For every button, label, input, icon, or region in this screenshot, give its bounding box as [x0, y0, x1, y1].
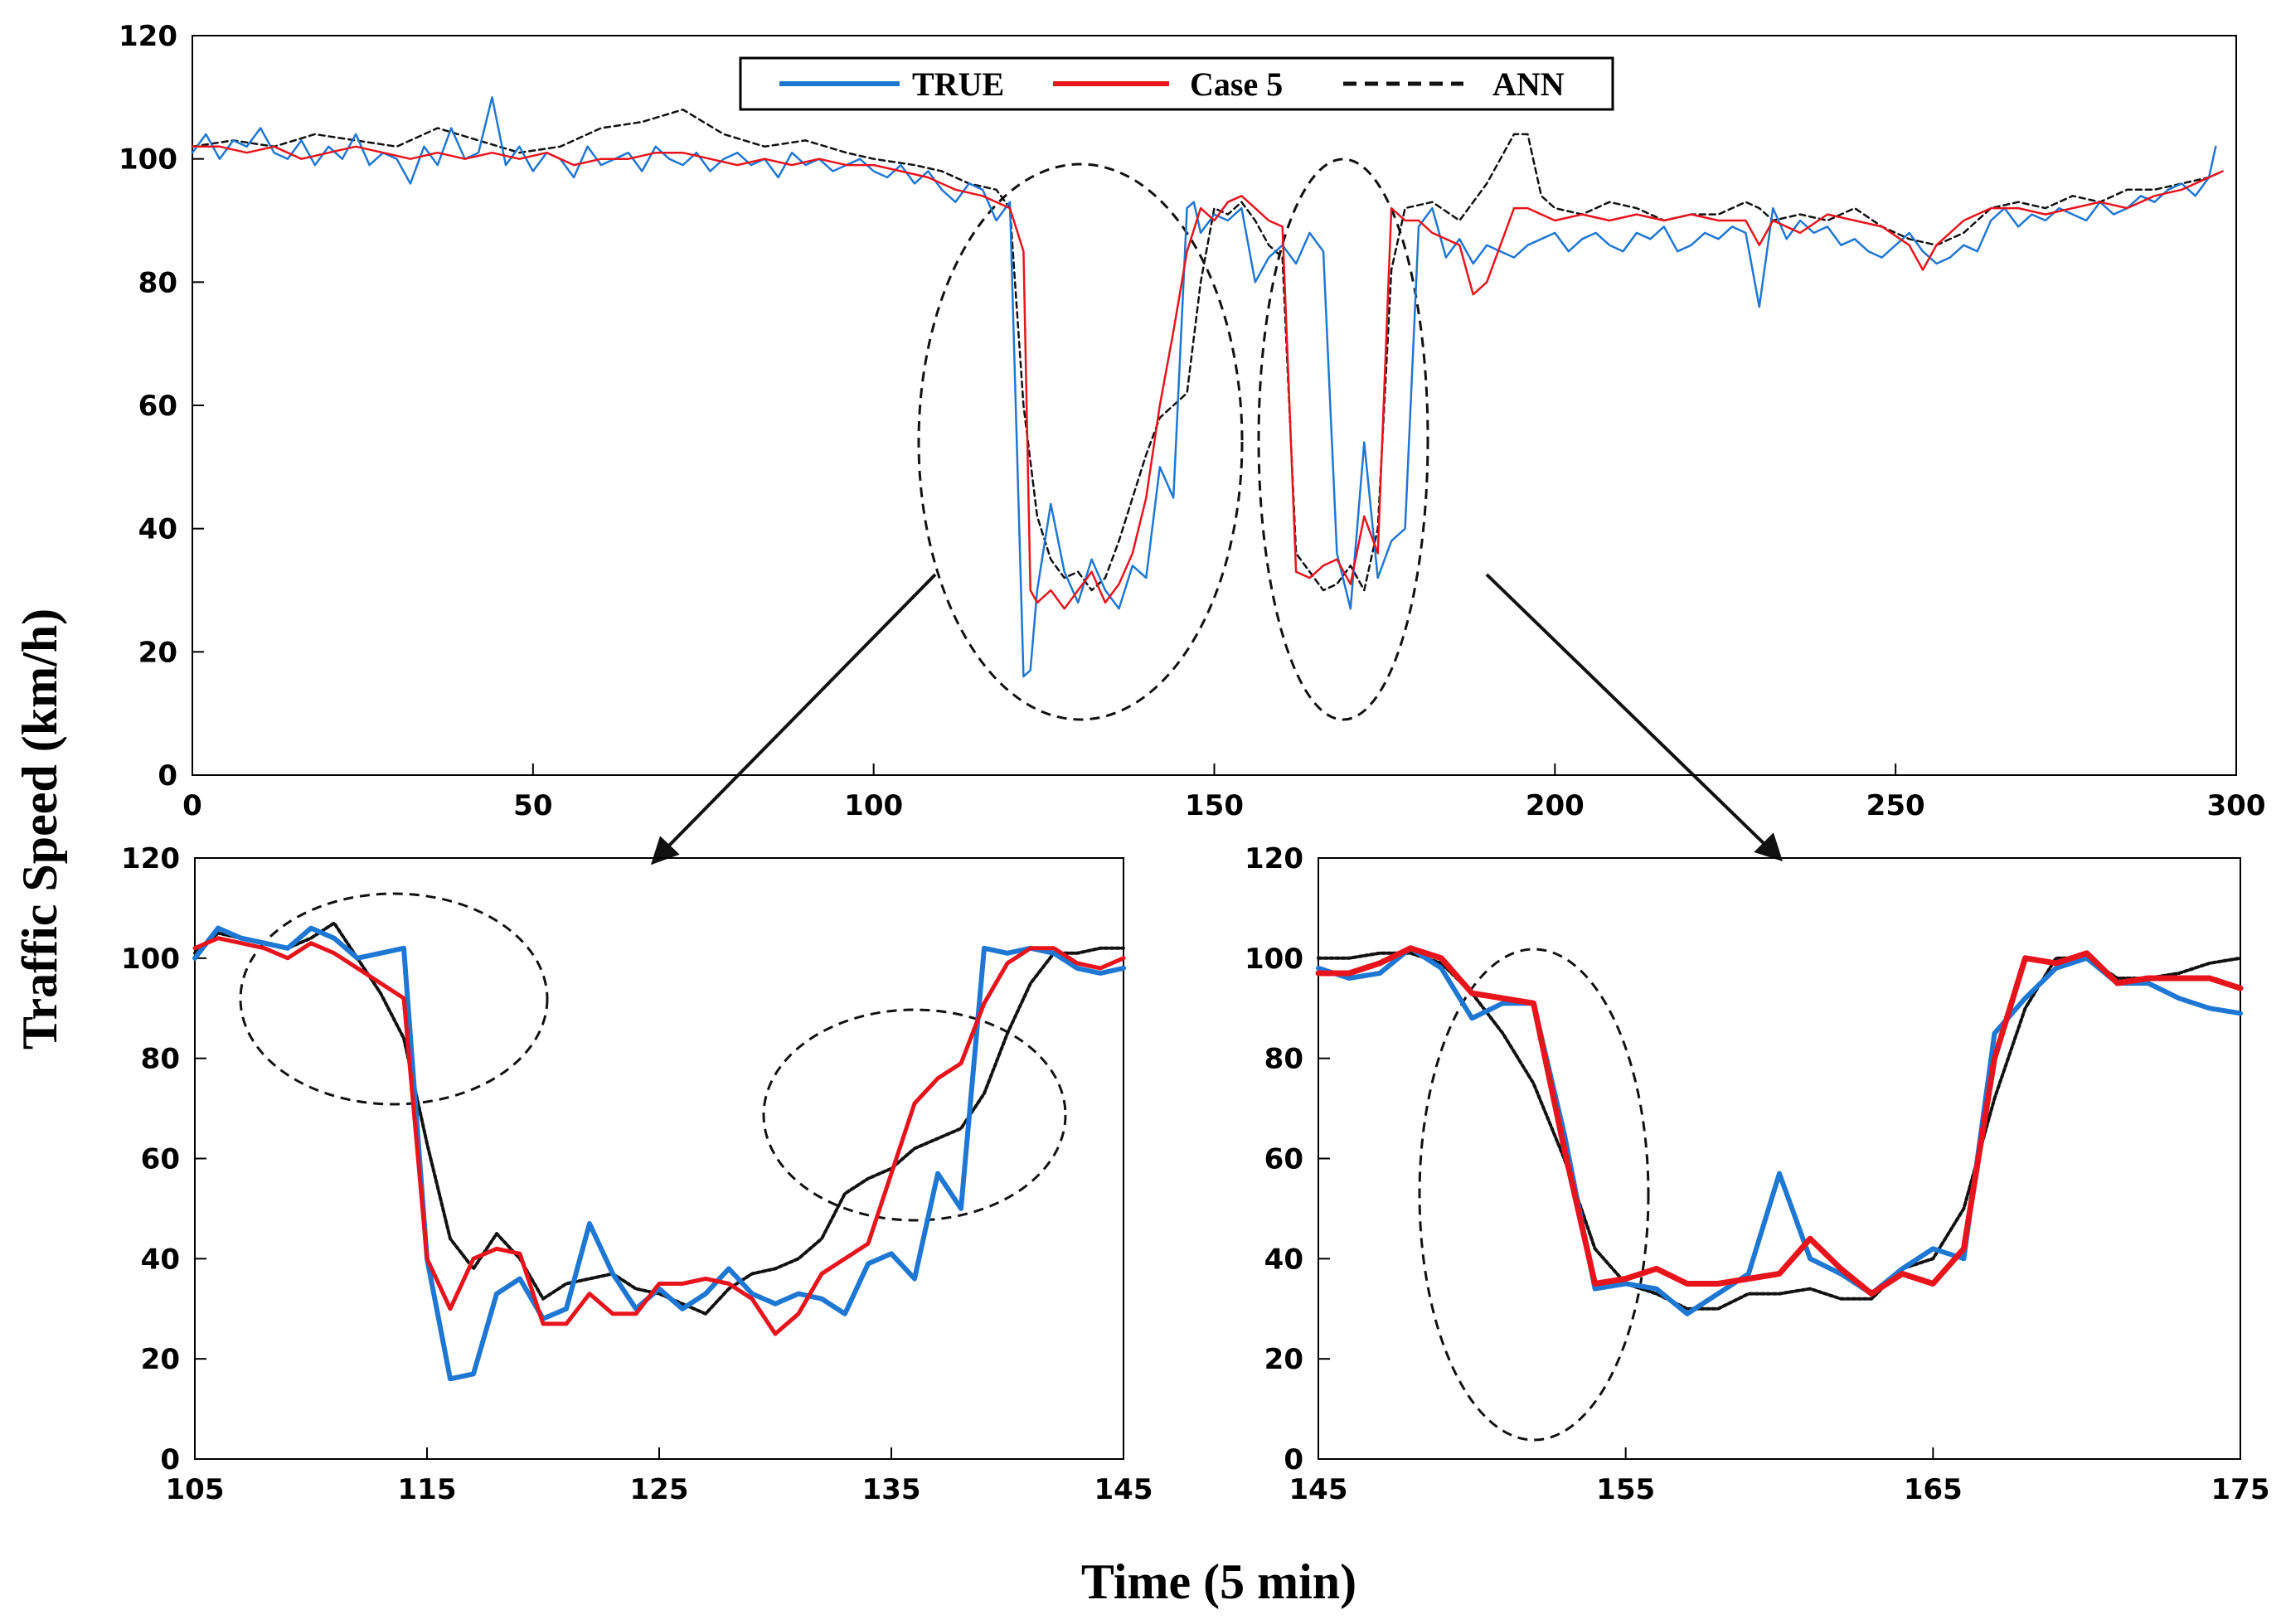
zoom-right-x-tick-label: 155	[1596, 1473, 1655, 1506]
zoom-right-y-tick-label: 0	[1284, 1443, 1303, 1476]
main-y-tick-label: 40	[138, 513, 177, 546]
main-series-ann	[191, 108, 2224, 592]
zoom-left-y-tick-label: 20	[141, 1343, 180, 1376]
zoom-left-series-ann	[193, 921, 1125, 1316]
legend-label-case5: Case 5	[1190, 65, 1283, 103]
zoom-left-y-tick-label: 60	[141, 1143, 180, 1176]
zoom-right-chart: 145 155 165 175 0 20 40 60 80 100 120	[1245, 842, 2269, 1506]
main-x-tick-label: 150	[1185, 789, 1244, 822]
zoom-right-ellipse	[1418, 948, 1650, 1442]
main-y-tick-label: 100	[119, 143, 177, 177]
zoom-left-y-tick-label: 120	[121, 842, 180, 875]
main-x-tick-label: 250	[1866, 789, 1925, 822]
zoom-right-series-true	[1316, 945, 2243, 1316]
main-y-tick-label: 80	[138, 266, 177, 299]
y-axis-title: Traffic Speed (km/h)	[12, 608, 67, 1050]
zoom-left-x-tick-label: 105	[166, 1473, 225, 1506]
zoom-left-x-tick-label: 145	[1094, 1473, 1153, 1506]
zoom-right-series-ann	[1317, 951, 2242, 1311]
main-y-tick-label: 120	[119, 20, 177, 53]
zoom-right-y-tick-label: 20	[1264, 1343, 1303, 1376]
annotations	[239, 158, 1650, 1442]
zoom-right-y-tick-label: 80	[1264, 1043, 1303, 1076]
legend: TRUE Case 5 ANN	[739, 56, 1614, 111]
zoom-right-y-tick-label: 40	[1264, 1243, 1303, 1276]
zoom-left-x-tick-label: 115	[398, 1473, 457, 1506]
main-chart: 0 50 100 150 200 250 300 0 20 40 60 80 100 120	[119, 20, 2265, 822]
main-x-tick-label: 300	[2207, 789, 2266, 822]
main-plot-frame	[192, 35, 2237, 776]
main-y-tick-label: 20	[138, 636, 177, 669]
arrow-right-head	[1754, 832, 1784, 862]
zoom-left-y-tick-label: 0	[160, 1443, 180, 1476]
arrow-right-line	[1485, 573, 1769, 849]
zoom-left-y-tick-label: 40	[141, 1243, 180, 1276]
main-x-tick-label: 200	[1526, 789, 1585, 822]
zoom-left-y-tick-label: 100	[121, 943, 180, 976]
x-axis-title: Time (5 min)	[1081, 1554, 1356, 1609]
main-y-tick-label: 60	[138, 390, 177, 423]
main-x-tick-label: 50	[513, 789, 552, 822]
main-right-highlight-ellipse	[1257, 158, 1429, 721]
arrow-left-line	[663, 573, 937, 851]
zoom-right-x-tick-label: 165	[1904, 1473, 1963, 1506]
main-series-true	[191, 96, 2217, 678]
zoom-left-chart: 105 115 125 135 145 0 20 40 60 80 100 120	[121, 842, 1153, 1506]
zoom-left-top-ellipse	[239, 892, 549, 1106]
zoom-left-series-true	[192, 925, 1126, 1382]
zoom-left-x-tick-label: 135	[862, 1473, 921, 1506]
zoom-right-x-tick-label: 145	[1289, 1473, 1348, 1506]
zoom-right-series-case-5	[1315, 945, 2244, 1297]
zoom-right-y-tick-label: 100	[1245, 943, 1303, 976]
main-x-tick-label: 100	[844, 789, 903, 822]
zoom-right-y-tick-label: 60	[1264, 1143, 1303, 1176]
main-series-case-5	[191, 145, 2224, 610]
main-left-highlight-ellipse	[917, 162, 1244, 721]
zoom-arrows	[650, 573, 1784, 865]
zoom-right-x-tick-label: 175	[2211, 1473, 2270, 1506]
zoom-right-plot-frame	[1318, 857, 2241, 1460]
zoom-left-right-ellipse	[762, 1008, 1067, 1222]
main-x-tick-label: 0	[182, 789, 202, 822]
legend-label-ann: ANN	[1492, 65, 1565, 103]
zoom-right-y-tick-label: 120	[1245, 842, 1303, 875]
zoom-left-y-tick-label: 80	[141, 1043, 180, 1076]
main-y-tick-label: 0	[158, 759, 177, 793]
zoom-left-x-tick-label: 125	[630, 1473, 689, 1506]
legend-label-true: TRUE	[912, 65, 1004, 103]
zoom-left-series-case-5	[192, 936, 1126, 1336]
